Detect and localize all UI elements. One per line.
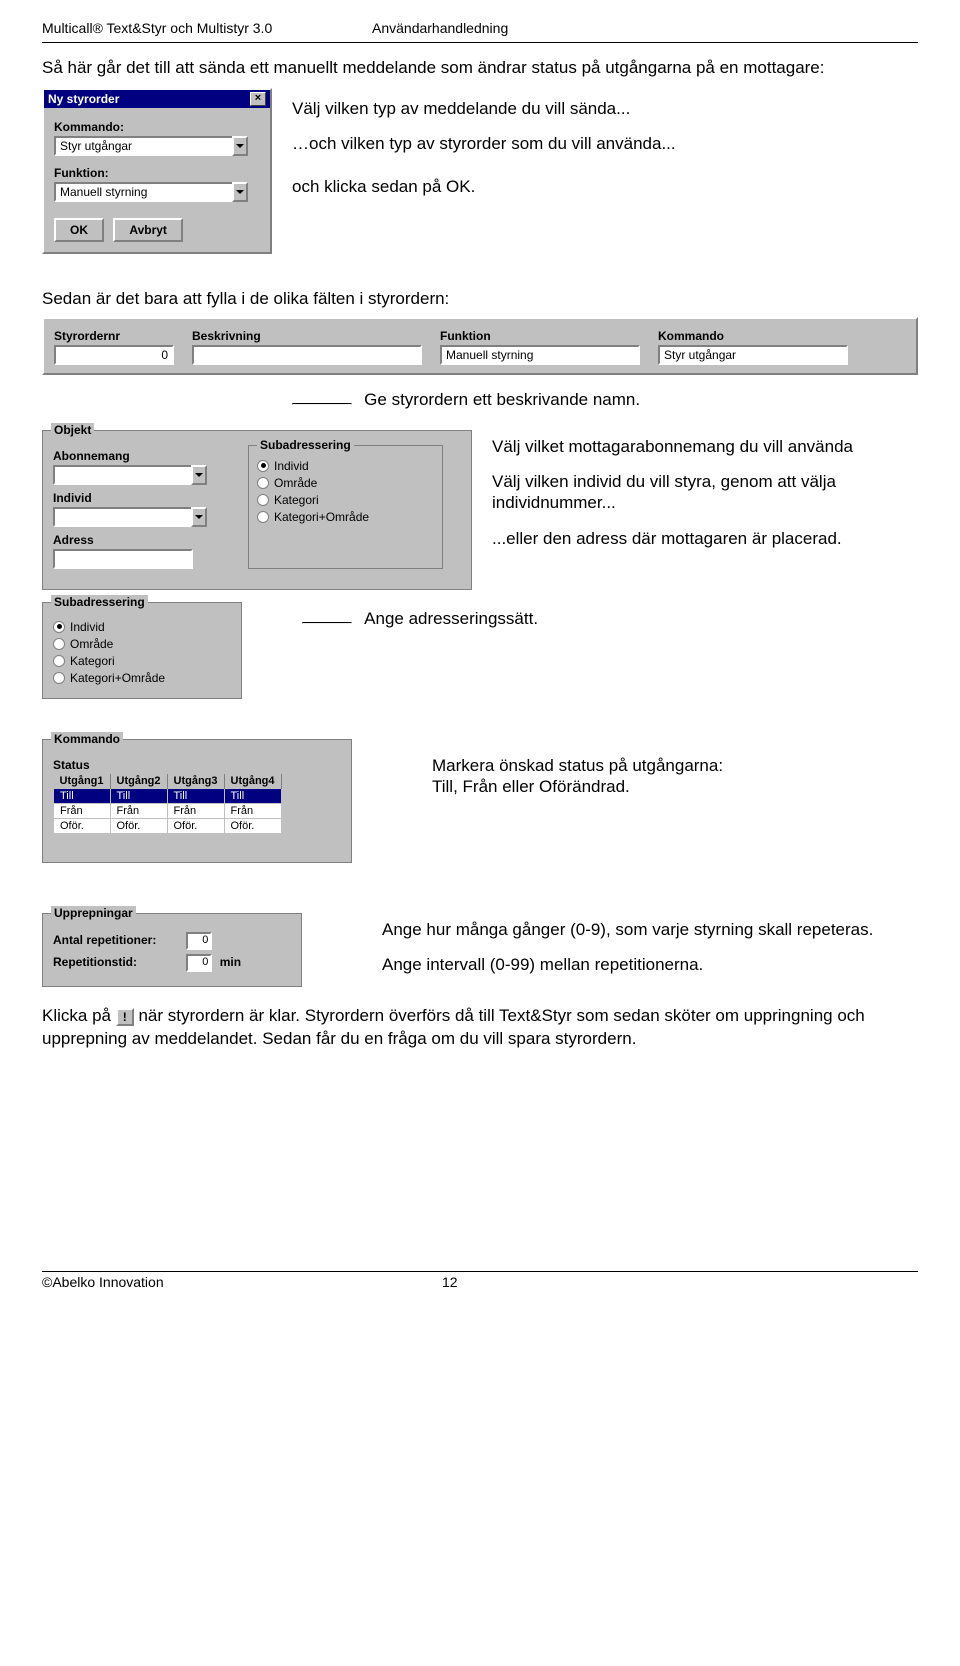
chevron-down-icon[interactable]	[232, 182, 248, 202]
radio2-individ[interactable]: Individ	[53, 620, 231, 634]
status-row-ofor[interactable]: Oför. Oför. Oför. Oför.	[54, 818, 282, 833]
individ-select[interactable]	[53, 507, 193, 527]
annot-intervall: Ange intervall (0-99) mellan repetitione…	[382, 954, 918, 975]
sub-legend: Subadressering	[51, 595, 148, 609]
footer-rule	[42, 1271, 918, 1272]
funktion-select[interactable]: Manuell styrning	[54, 182, 234, 202]
radio-individ[interactable]: Individ	[257, 459, 434, 473]
objekt-legend: Objekt	[51, 423, 94, 437]
antal-input[interactable]: 0	[186, 932, 212, 950]
radio-kat-omr[interactable]: Kategori+Område	[257, 510, 434, 524]
radio-omrade[interactable]: Område	[257, 476, 434, 490]
annot-adress: ...eller den adress där mottagaren är pl…	[492, 528, 918, 549]
tid-label: Repetitionstid:	[53, 955, 183, 969]
annot-individ: Välj vilken individ du vill styra, genom…	[492, 471, 918, 514]
status-col-4: Utgång4	[224, 774, 281, 789]
upprep-legend: Upprepningar	[51, 906, 136, 920]
funktion-input[interactable]: Manuell styrning	[440, 345, 640, 365]
radio2-omrade[interactable]: Område	[53, 637, 231, 651]
tid-unit: min	[220, 955, 241, 969]
col-styrordernr-label: Styrordernr	[54, 329, 174, 343]
col-kommando-label: Kommando	[658, 329, 848, 343]
upprep-group: Upprepningar Antal repetitioner: 0 Repet…	[42, 913, 302, 987]
funktion-label: Funktion:	[54, 166, 260, 180]
styrordernr-input[interactable]: 0	[54, 345, 174, 365]
status-row-fran[interactable]: Från Från Från Från	[54, 803, 282, 818]
annot-antal: Ange hur många gånger (0-9), som varje s…	[382, 919, 918, 940]
header-rule	[42, 42, 918, 43]
radio2-kategori[interactable]: Kategori	[53, 654, 231, 668]
status-row-till[interactable]: Till Till Till Till	[54, 788, 282, 803]
sub-group-inner: Subadressering Individ Område Kategori K…	[248, 445, 443, 569]
radio-kategori[interactable]: Kategori	[257, 493, 434, 507]
individ-label: Individ	[53, 491, 228, 505]
adress-input[interactable]	[53, 549, 193, 569]
radio2-kat-omr[interactable]: Kategori+Område	[53, 671, 231, 685]
run-styrorder-button[interactable]: !	[116, 1008, 134, 1026]
chevron-down-icon[interactable]	[191, 465, 207, 485]
status-col-3: Utgång3	[167, 774, 224, 789]
col-funktion-label: Funktion	[440, 329, 640, 343]
objekt-group: Objekt Abonnemang Individ Adress Subadre…	[42, 430, 472, 590]
status-table[interactable]: Utgång1 Utgång2 Utgång3 Utgång4 Till Til…	[53, 774, 282, 834]
kommando-input[interactable]: Styr utgångar	[658, 345, 848, 365]
kommando-select[interactable]: Styr utgångar	[54, 136, 234, 156]
dialog-title: Ny styrorder	[48, 92, 119, 106]
sub-group: Subadressering Individ Område Kategori K…	[42, 602, 242, 699]
annot-message-type: Välj vilken typ av meddelande du vill sä…	[292, 98, 918, 119]
intro-text: Så här går det till att sända ett manuel…	[42, 57, 918, 80]
annot-status: Markera önskad status på utgångarna: Til…	[432, 755, 918, 798]
footer-copyright: ©Abelko Innovation	[42, 1274, 442, 1290]
sub-legend-inner: Subadressering	[257, 438, 354, 452]
beskrivning-input[interactable]	[192, 345, 422, 365]
dialog-ny-styrorder: Ny styrorder × Kommando: Styr utgångar F…	[42, 88, 272, 254]
annot-beskrivande-namn: Ge styrordern ett beskrivande namn.	[364, 390, 640, 409]
col-beskrivning-label: Beskrivning	[192, 329, 422, 343]
status-col-1: Utgång1	[54, 774, 111, 789]
antal-label: Antal repetitioner:	[53, 933, 183, 947]
styrorder-field-row: Styrordernr 0 Beskrivning Funktion Manue…	[42, 317, 918, 375]
tid-input[interactable]: 0	[186, 954, 212, 972]
header-doc-title: Användarhandledning	[372, 20, 508, 36]
abonnemang-select[interactable]	[53, 465, 193, 485]
closing-text: Klicka på ! när styrordern är klar. Styr…	[42, 1005, 918, 1051]
annot-styrorder-type: …och vilken typ av styrorder som du vill…	[292, 133, 918, 154]
annot-click-ok: och klicka sedan på OK.	[292, 176, 918, 197]
chevron-down-icon[interactable]	[232, 136, 248, 156]
annot-abonnemang: Välj vilket mottagarabonnemang du vill a…	[492, 436, 918, 457]
adress-label: Adress	[53, 533, 228, 547]
avbryt-button[interactable]: Avbryt	[113, 218, 183, 242]
annot-adresseringssatt: Ange adresseringssätt.	[364, 609, 538, 628]
footer-page: 12	[442, 1274, 458, 1290]
ok-button[interactable]: OK	[54, 218, 104, 242]
kommando-legend: Kommando	[51, 732, 123, 746]
fill-text: Sedan är det bara att fylla i de olika f…	[42, 288, 918, 311]
status-label: Status	[53, 758, 341, 772]
kommando-group: Kommando Status Utgång1 Utgång2 Utgång3 …	[42, 739, 352, 863]
status-col-2: Utgång2	[110, 774, 167, 789]
chevron-down-icon[interactable]	[191, 507, 207, 527]
kommando-label: Kommando:	[54, 120, 260, 134]
close-icon[interactable]: ×	[250, 92, 266, 106]
abonnemang-label: Abonnemang	[53, 449, 228, 463]
header-product: Multicall® Text&Styr och Multistyr 3.0	[42, 20, 372, 36]
